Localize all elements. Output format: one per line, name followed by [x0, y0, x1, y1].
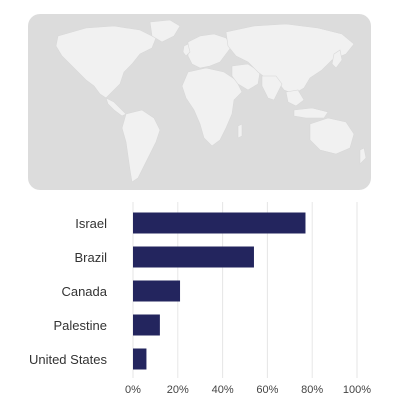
x-tick-label: 100% — [343, 384, 371, 396]
europe-shape — [187, 33, 233, 69]
southeast-asia-shape — [285, 89, 305, 107]
bar-chart: 0% 20% 40% 60% 80% 100% Israel Brazil Canada Pale… — [0, 200, 400, 417]
category-label: Brazil — [74, 250, 107, 265]
world-map-svg — [55, 19, 367, 183]
north-america-shape — [55, 25, 157, 99]
category-label: Canada — [61, 284, 107, 299]
madagascar-shape — [237, 123, 243, 139]
indonesia-shape — [293, 107, 329, 119]
bar-chart-svg: 0% 20% 40% 60% 80% 100% Israel Brazil Canada Pale… — [29, 202, 371, 396]
australia-shape — [309, 117, 355, 155]
category-label: United States — [29, 352, 108, 367]
x-tick-label: 20% — [167, 384, 189, 396]
bar-united-states[interactable] — [133, 348, 147, 370]
bar-canada[interactable] — [133, 280, 181, 302]
japan-shape — [331, 49, 343, 69]
india-shape — [261, 75, 283, 101]
asia-shape — [225, 23, 355, 95]
x-tick-label: 60% — [256, 384, 278, 396]
uk-shape — [182, 43, 191, 57]
x-tick-label: 40% — [212, 384, 234, 396]
bar-palestine[interactable] — [133, 314, 160, 336]
middle-east-shape — [231, 63, 261, 91]
x-tick-label: 0% — [125, 384, 141, 396]
bar-brazil[interactable] — [133, 246, 254, 268]
x-tick-label: 80% — [301, 384, 323, 396]
world-map[interactable] — [28, 14, 371, 190]
south-america-shape — [121, 109, 161, 183]
new-zealand-shape — [359, 147, 367, 165]
bar-israel[interactable] — [133, 212, 306, 234]
category-label: Israel — [75, 216, 107, 231]
greenland-shape — [149, 19, 181, 43]
central-america-shape — [105, 97, 127, 117]
africa-shape — [181, 67, 243, 147]
category-label: Palestine — [54, 318, 107, 333]
